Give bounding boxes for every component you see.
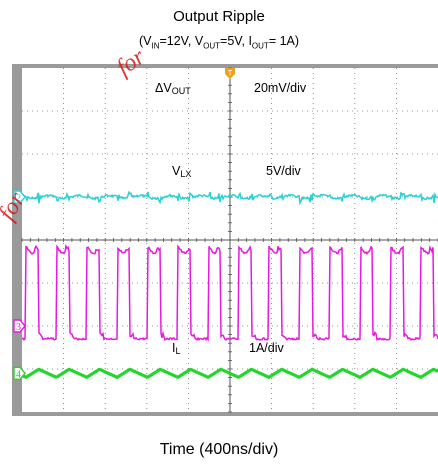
channel-marker-label: 2 <box>16 193 21 204</box>
il-current-trace <box>21 367 438 380</box>
channel-marker-3 <box>13 319 26 333</box>
channel-scale-1: 5V/div <box>266 164 301 178</box>
channel-scale-4: 1A/div <box>249 341 284 355</box>
channel-marker-label: 3 <box>16 322 21 333</box>
chart-subtitle: (VIN=12V, VOUT=5V, IOUT= 1A) <box>138 34 300 51</box>
channel-scale-2: 20mV/div <box>254 81 307 95</box>
channel-name-4: IL <box>172 341 181 356</box>
channel-name-1: VLX <box>172 164 191 179</box>
channel-name-2: ΔVOUT <box>155 81 191 96</box>
channel-marker-4 <box>13 366 26 380</box>
x-axis-label: Time (400ns/div) <box>159 441 279 458</box>
chart-title: Output Ripple <box>173 8 265 25</box>
channel-marker-label: 4 <box>16 369 21 380</box>
vlx-switch-trace <box>21 243 438 342</box>
channel-marker-2 <box>13 190 26 204</box>
trigger-marker-label: T <box>228 70 233 77</box>
trigger-marker <box>225 68 235 79</box>
vout-ripple-trace <box>21 190 438 206</box>
